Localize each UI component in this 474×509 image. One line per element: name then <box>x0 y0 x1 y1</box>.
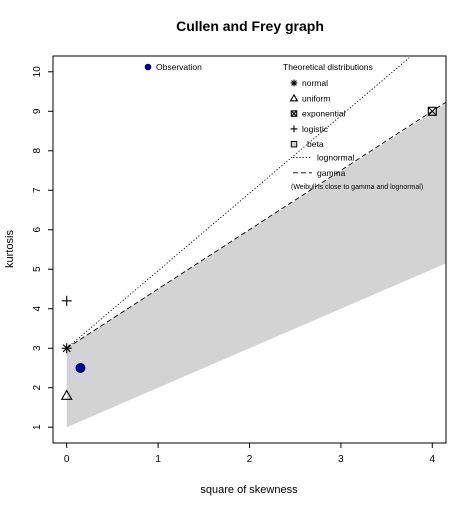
legend-beta-symbol <box>290 140 298 148</box>
observation-point <box>75 362 86 373</box>
legend-beta-label: beta <box>307 139 324 149</box>
legend-theoretical: Theoretical distributions (Weibull is cl… <box>283 62 423 191</box>
y-tick-label: 5 <box>32 266 43 272</box>
x-tick-label: 2 <box>247 454 253 465</box>
logistic-point <box>61 295 72 306</box>
legend-normal-label: normal <box>302 78 328 88</box>
legend-logistic-symbol <box>290 125 298 133</box>
plot-area <box>60 56 446 428</box>
y-tick-label: 2 <box>32 384 43 390</box>
legend-observation-dot <box>144 63 152 71</box>
y-tick-label: 6 <box>32 227 43 233</box>
x-tick-label: 3 <box>338 454 344 465</box>
y-tick-label: 7 <box>32 187 43 193</box>
legend-observation: Observation <box>144 62 202 72</box>
y-tick-label: 3 <box>32 345 43 351</box>
legend-uniform-symbol <box>289 93 299 102</box>
legend-logistic-label: logistic <box>302 124 329 134</box>
x-tick-label: 0 <box>64 454 70 465</box>
y-tick-label: 9 <box>32 108 43 114</box>
legend-exponential-symbol <box>290 110 298 117</box>
legend-uniform-label: uniform <box>302 93 330 103</box>
y-tick-label: 4 <box>32 306 43 312</box>
normal-point <box>61 343 72 354</box>
x-tick-label: 4 <box>430 454 436 465</box>
y-axis: 1 2 3 4 5 6 7 8 9 10 <box>32 66 53 430</box>
x-axis: 0 1 2 3 4 <box>64 443 436 465</box>
legend-exponential-label: exponential <box>302 109 346 119</box>
legend-title: Theoretical distributions <box>283 62 373 72</box>
beta-region <box>66 103 446 428</box>
x-tick-label: 1 <box>155 454 161 465</box>
y-axis-label: kurtosis <box>4 230 16 268</box>
legend-lognormal-label: lognormal <box>317 153 354 163</box>
exponential-point <box>427 106 437 116</box>
legend-normal-symbol <box>290 79 298 87</box>
y-tick-label: 10 <box>32 66 43 78</box>
gamma-line <box>66 101 446 349</box>
legend-gamma-label: gamma <box>317 168 346 178</box>
legend-observation-label: Observation <box>156 62 202 72</box>
x-axis-label: square of skewness <box>200 484 298 496</box>
y-tick-label: 1 <box>32 424 43 430</box>
uniform-point <box>60 389 73 400</box>
chart-title: Cullen and Frey graph <box>176 18 324 34</box>
legend-note: (Weibull is close to gamma and lognormal… <box>291 184 423 191</box>
y-tick-label: 8 <box>32 148 43 154</box>
